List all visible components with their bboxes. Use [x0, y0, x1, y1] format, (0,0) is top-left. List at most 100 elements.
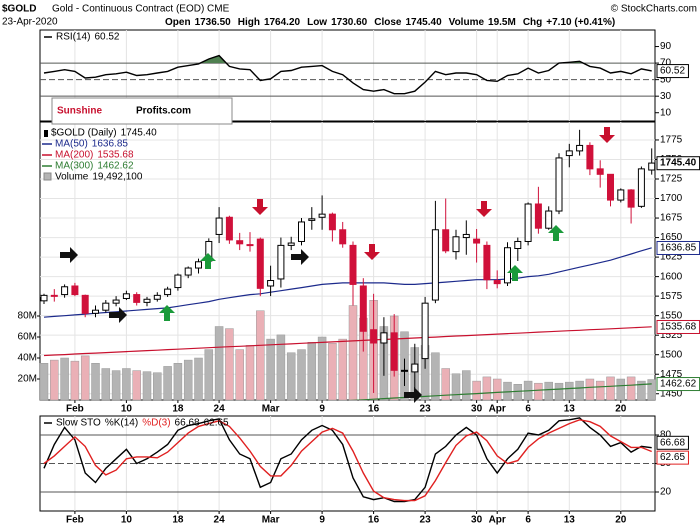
candle-body: [298, 221, 305, 242]
candle-body: [401, 369, 408, 372]
volume-bar: [111, 370, 121, 401]
y-tick-label: 70: [660, 58, 672, 69]
candle-body: [102, 302, 110, 311]
legend-text: %K(14): [105, 418, 138, 429]
volume-bar: [214, 326, 224, 401]
x-tick-label: 9: [319, 404, 325, 415]
candle-body: [267, 280, 275, 287]
candle-body: [421, 302, 429, 360]
last-value-box: [656, 435, 689, 450]
x-tick-label: Mar: [262, 515, 280, 526]
x-tick-label: 18: [172, 515, 184, 526]
y-tick-label: 1600: [660, 271, 683, 282]
volume-bar: [328, 343, 337, 401]
volume-bar: [348, 305, 358, 401]
x-tick-label: Feb: [66, 404, 84, 415]
candle-body: [225, 216, 233, 241]
volume-bar: [637, 380, 646, 401]
y-tick-label: 1700: [660, 193, 683, 204]
date: 23-Apr-2020: [2, 17, 58, 28]
volume-bar: [554, 382, 564, 401]
volume-bar: [472, 380, 481, 401]
stat-value: 1736.50: [195, 17, 232, 28]
stat-value: +7.10 (+0.41%): [546, 17, 615, 28]
y2-tick-label: 60M: [18, 332, 37, 343]
candle-body: [133, 294, 141, 303]
legend-text: 62.65: [204, 418, 229, 429]
candle-body: [431, 229, 439, 301]
volume-bar: [225, 328, 234, 401]
legend-text: Volume: [55, 172, 89, 183]
legend-text: 1535.68: [97, 150, 134, 161]
arrow-right: [404, 387, 422, 403]
candle-body: [40, 294, 48, 302]
logo-box: [51, 97, 233, 125]
volume-bar: [647, 379, 656, 401]
legend-text: MA(50): [55, 139, 88, 150]
y-tick-label: 1525: [660, 330, 683, 341]
arrow-down: [599, 127, 615, 143]
stat-label: High: [238, 17, 260, 28]
volume-bar: [317, 336, 327, 401]
arrow-down: [252, 199, 268, 215]
volume-bar: [338, 338, 347, 401]
candle-body: [318, 213, 326, 218]
volume-bar: [492, 378, 502, 401]
x-tick-label: 23: [420, 515, 432, 526]
y2-tick-label: 40M: [18, 353, 37, 364]
candle-body: [153, 294, 161, 300]
volume-bar: [142, 371, 152, 401]
legend-text: 60.52: [94, 32, 119, 43]
volume-bar: [482, 376, 492, 401]
arrows: [60, 127, 615, 403]
legend-text: 19,492,100: [92, 172, 142, 183]
price-panel: [39, 121, 656, 401]
marks: 10 30 50 70 90 60.52 RSI(14) 60.52 1450 1475 1500 1…: [18, 30, 700, 526]
candle-body: [586, 144, 594, 170]
last-value-label: 66.68: [660, 437, 685, 448]
arrow-right: [60, 247, 78, 263]
candle-body: [473, 238, 481, 244]
volume-bar: [297, 349, 306, 401]
arrow-down: [476, 201, 492, 217]
x-tick-label: 30: [471, 515, 483, 526]
candle-body: [308, 218, 316, 221]
candle-body: [195, 261, 202, 269]
candle-body: [411, 363, 419, 373]
volume-bar: [626, 376, 636, 401]
x-tick-label: 6: [525, 404, 531, 415]
instrument-name: Gold - Continuous Contract (EOD) CME: [52, 4, 230, 15]
volume-bar: [122, 368, 131, 401]
candle-body: [349, 244, 357, 285]
candle-body: [576, 144, 584, 152]
stat-label: Open: [165, 17, 191, 28]
candle-body: [390, 332, 398, 371]
y-tick-label: 1675: [660, 213, 683, 224]
candle-body: [339, 229, 347, 245]
series-line: [43, 417, 652, 503]
last-value-box: [656, 64, 689, 79]
stat-label: Low: [307, 17, 327, 28]
x-tick-label: 13: [564, 515, 576, 526]
candle-body: [92, 309, 99, 314]
candle-body: [607, 173, 614, 201]
y-tick-label: 1575: [660, 291, 683, 302]
volume-bar: [153, 372, 162, 401]
rsi-panel: [39, 29, 656, 122]
volume-bar: [616, 378, 626, 401]
x-tick-label: 9: [319, 515, 325, 526]
stat-value: 1730.60: [331, 17, 368, 28]
candle-body: [514, 240, 522, 250]
stat-label: Volume: [449, 17, 485, 28]
last-value-box: [656, 450, 689, 465]
arrow-right: [109, 307, 127, 323]
volume-bar: [245, 345, 255, 401]
volume-bar: [235, 349, 244, 401]
x-tick-label: Mar: [262, 404, 280, 415]
volume-bar: [544, 381, 553, 401]
volume-bar: [441, 368, 450, 401]
y-tick-label: 30: [660, 91, 672, 102]
y2-tick-label: 80M: [18, 311, 37, 322]
candle-body: [143, 298, 151, 303]
